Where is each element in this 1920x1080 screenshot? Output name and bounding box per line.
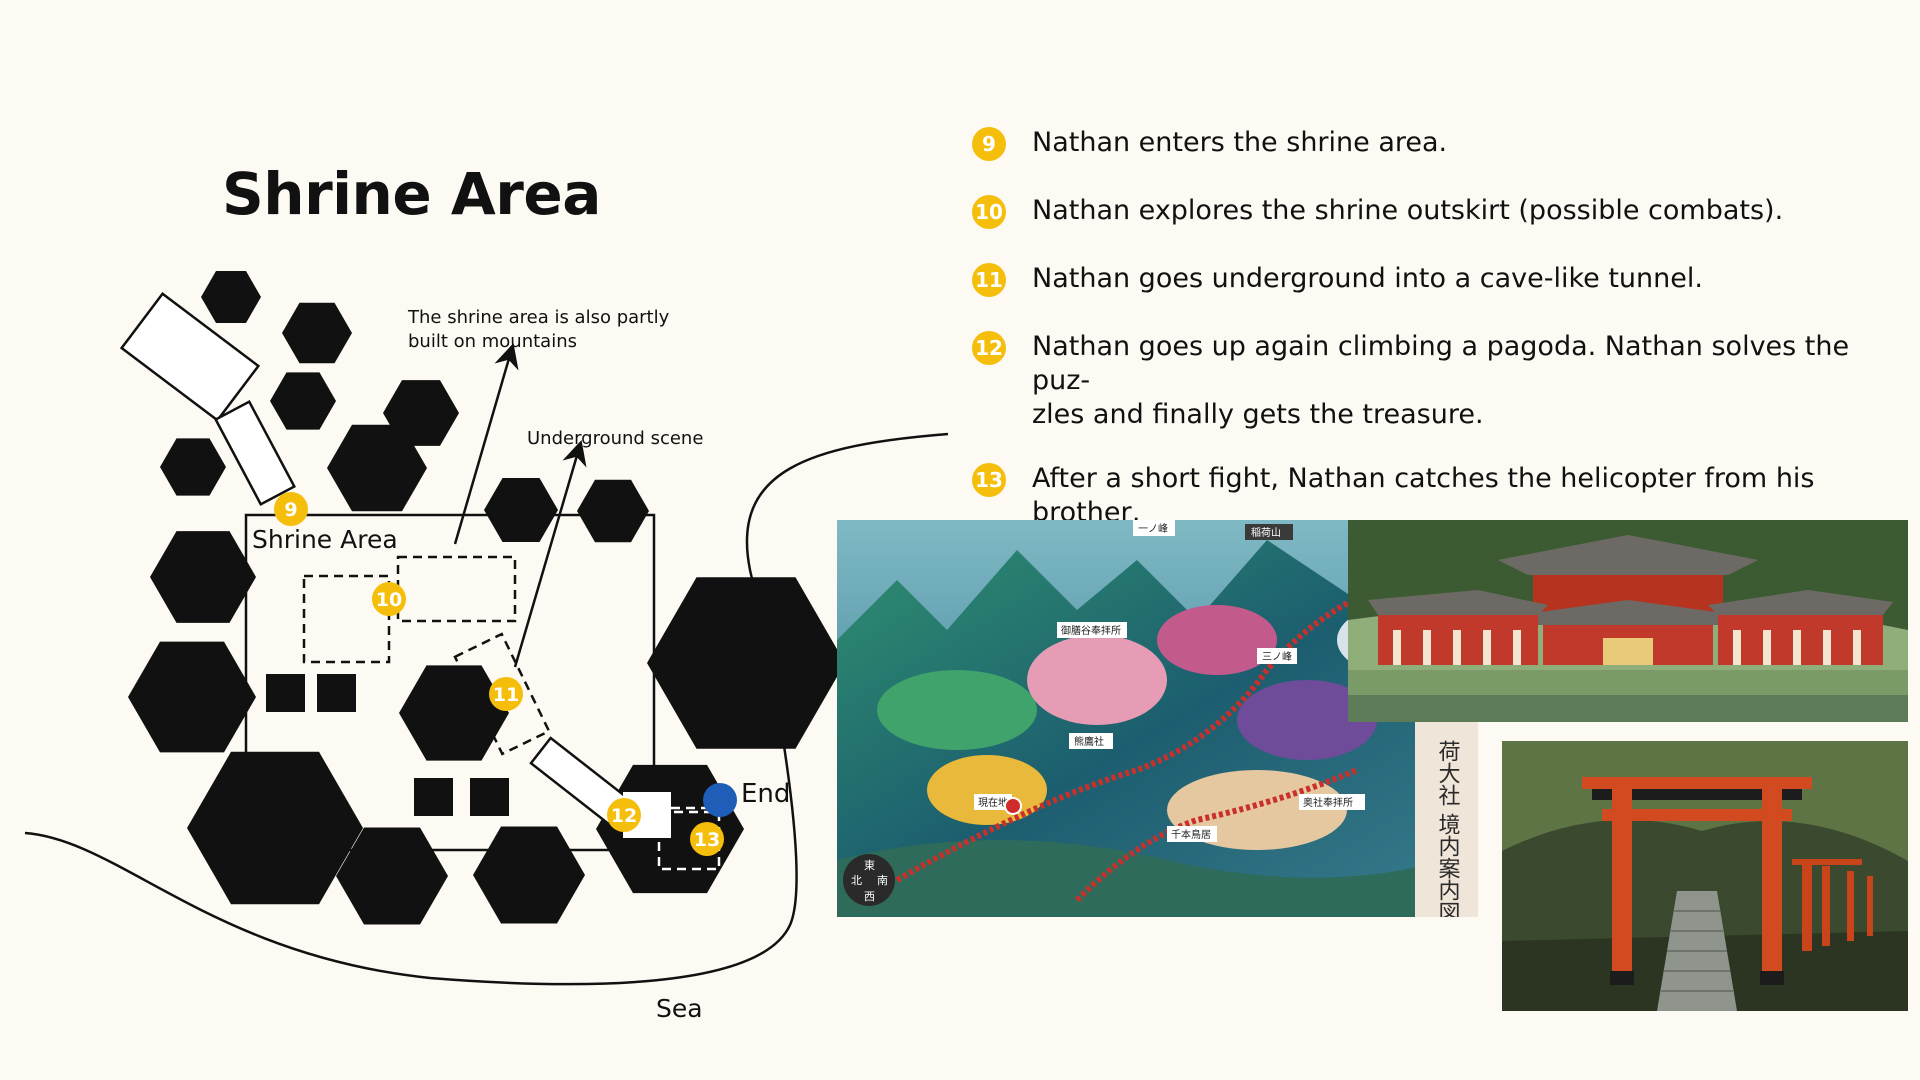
svg-text:11: 11 <box>493 684 519 706</box>
map-label: 稲荷山 <box>1251 527 1281 539</box>
svg-text:東: 東 <box>864 859 875 872</box>
step-number-badge: 10 <box>972 195 1006 229</box>
underground-note-arrow <box>513 440 587 668</box>
step-text-line: Nathan enters the shrine area. <box>1032 127 1448 158</box>
svg-text:10: 10 <box>376 589 402 611</box>
mountain-hexagon <box>473 826 585 924</box>
mountains-group <box>128 271 845 925</box>
compass-rose: 北 東 南 西 <box>843 854 895 906</box>
treasure-zone <box>657 810 721 871</box>
marker-12: 12 <box>607 798 641 832</box>
map-label: 御膳谷奉拝所 <box>1061 624 1121 637</box>
step-number-badge: 13 <box>972 463 1006 497</box>
step-9: 9 Nathan enters the shrine area. <box>972 126 1872 161</box>
map-label: 現在地 <box>978 796 1008 809</box>
svg-text:西: 西 <box>864 890 875 903</box>
mountain-hexagon <box>647 577 845 749</box>
tunnel-zone <box>453 632 551 756</box>
building-rect <box>213 400 297 506</box>
map-label: 一ノ峰 <box>1138 523 1168 535</box>
map-label: 千本鳥居 <box>1171 828 1211 841</box>
underground-note: Underground scene <box>527 428 703 449</box>
building-rect <box>119 291 261 423</box>
svg-text:13: 13 <box>694 829 720 851</box>
mountain-hexagon <box>270 372 336 430</box>
mountain-hexagon <box>201 271 261 323</box>
mountain-hexagon <box>282 302 352 364</box>
structure-square <box>266 674 305 712</box>
marker-9: 9 <box>274 492 308 526</box>
step-text-line: Nathan goes up again climbing a pagoda. … <box>1032 331 1850 396</box>
outskirt-zone <box>302 574 391 664</box>
map-label: 奥社奉拝所 <box>1303 796 1353 809</box>
mountain-hexagon <box>150 531 256 623</box>
map-label: 三ノ峰 <box>1262 651 1292 663</box>
mountain-hexagon <box>128 641 256 753</box>
mountain-hexagon <box>383 380 459 446</box>
outskirt-zone <box>396 555 517 623</box>
map-sign-title: 荷大社 境内案内図 <box>1435 740 1461 917</box>
mountain-note-arrow <box>453 342 519 545</box>
mountain-note-line1: The shrine area is also partly <box>407 307 670 328</box>
slide-title: Shrine Area <box>222 160 601 228</box>
map-label: 熊鷹社 <box>1074 735 1104 748</box>
mountain-hexagon <box>577 479 649 543</box>
region-label: Shrine Area <box>252 525 398 554</box>
step-10: 10 Nathan explores the shrine outskirt (… <box>972 194 1872 229</box>
torii-gates-photo <box>1502 741 1908 1011</box>
step-number-badge: 12 <box>972 331 1006 365</box>
mountain-hexagon <box>399 665 509 761</box>
svg-text:北: 北 <box>851 874 862 887</box>
mountain-hexagon <box>327 424 427 512</box>
sea-label: Sea <box>656 994 703 1023</box>
step-text-line: Nathan goes underground into a cave-like… <box>1032 263 1703 294</box>
mountain-hexagon <box>336 827 448 925</box>
step-text-line: Nathan explores the shrine outskirt (pos… <box>1032 195 1784 226</box>
svg-text:9: 9 <box>284 499 297 521</box>
structure-square <box>317 674 356 712</box>
steps-list: 9 Nathan enters the shrine area. 10 Nath… <box>972 126 1872 564</box>
mountain-hexagon <box>187 751 363 905</box>
marker-13: 13 <box>690 822 724 856</box>
step-12: 12 Nathan goes up again climbing a pagod… <box>972 330 1872 432</box>
step-number-badge: 9 <box>972 127 1006 161</box>
step-11: 11 Nathan goes underground into a cave-l… <box>972 262 1872 297</box>
step-number-badge: 11 <box>972 263 1006 297</box>
svg-text:南: 南 <box>877 874 888 887</box>
pagoda-hall-photo <box>1348 520 1908 722</box>
structure-square <box>414 778 453 816</box>
marker-11: 11 <box>489 677 523 711</box>
mountain-hexagon <box>160 438 226 496</box>
coastline-path <box>24 432 949 986</box>
step-text-line: zles and finally gets the treasure. <box>1032 399 1484 430</box>
structure-square <box>470 778 509 816</box>
shrine-area-map: Shrine Area The shrine area is also part… <box>24 271 949 1023</box>
mountain-note-line2: built on mountains <box>408 331 577 352</box>
marker-10: 10 <box>372 582 406 616</box>
svg-text:12: 12 <box>611 805 637 827</box>
end-point <box>703 783 737 817</box>
end-label: End <box>741 779 790 809</box>
mountain-hexagon <box>484 478 558 542</box>
